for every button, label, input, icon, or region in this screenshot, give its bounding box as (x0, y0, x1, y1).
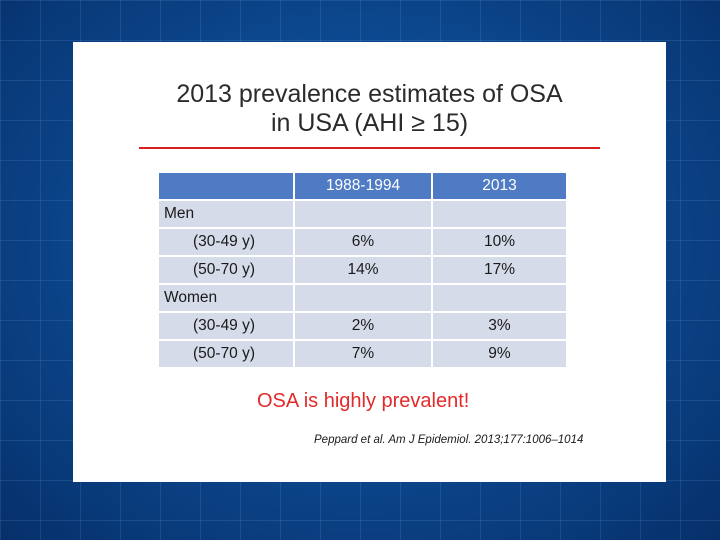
age-range-cell: (50-70 y) (157, 255, 295, 285)
title-line-2: in USA (AHI ≥ 15) (270, 109, 469, 137)
group-row-men: Men (157, 199, 568, 229)
table-header-row: 1988-1994 2013 (157, 171, 568, 201)
empty-cell (293, 283, 433, 313)
empty-cell (431, 283, 568, 313)
empty-cell (293, 199, 433, 229)
table-row: (50-70 y) 14% 17% (157, 255, 568, 285)
table-row: (30-49 y) 6% 10% (157, 227, 568, 257)
value-1988-cell: 14% (293, 255, 433, 285)
header-cell-2013: 2013 (431, 171, 568, 201)
age-range-cell: (30-49 y) (157, 311, 295, 341)
prevalence-table: 1988-1994 2013 Men (30-49 y) 6% 10% (50-… (157, 171, 568, 369)
value-1988-cell: 2% (293, 311, 433, 341)
title-divider (139, 147, 600, 149)
value-2013-cell: 10% (431, 227, 568, 257)
group-label: Men (157, 199, 295, 229)
table-row: (30-49 y) 2% 3% (157, 311, 568, 341)
slide-title: 2013 prevalence estimates of OSA in USA … (73, 80, 666, 138)
empty-cell (431, 199, 568, 229)
header-cell-1988-1994: 1988-1994 (293, 171, 433, 201)
age-range-cell: (30-49 y) (157, 227, 295, 257)
value-1988-cell: 7% (293, 339, 433, 369)
title-line-1: 2013 prevalence estimates of OSA (176, 80, 563, 108)
value-2013-cell: 17% (431, 255, 568, 285)
group-row-women: Women (157, 283, 568, 313)
callout-text: OSA is highly prevalent! (257, 390, 470, 412)
value-1988-cell: 6% (293, 227, 433, 257)
header-cell-empty (157, 171, 295, 201)
value-2013-cell: 3% (431, 311, 568, 341)
slide-panel: 2013 prevalence estimates of OSA in USA … (73, 42, 666, 482)
age-range-cell: (50-70 y) (157, 339, 295, 369)
citation-text: Peppard et al. Am J Epidemiol. 2013;177:… (314, 434, 584, 446)
table-row: (50-70 y) 7% 9% (157, 339, 568, 369)
group-label: Women (157, 283, 295, 313)
value-2013-cell: 9% (431, 339, 568, 369)
